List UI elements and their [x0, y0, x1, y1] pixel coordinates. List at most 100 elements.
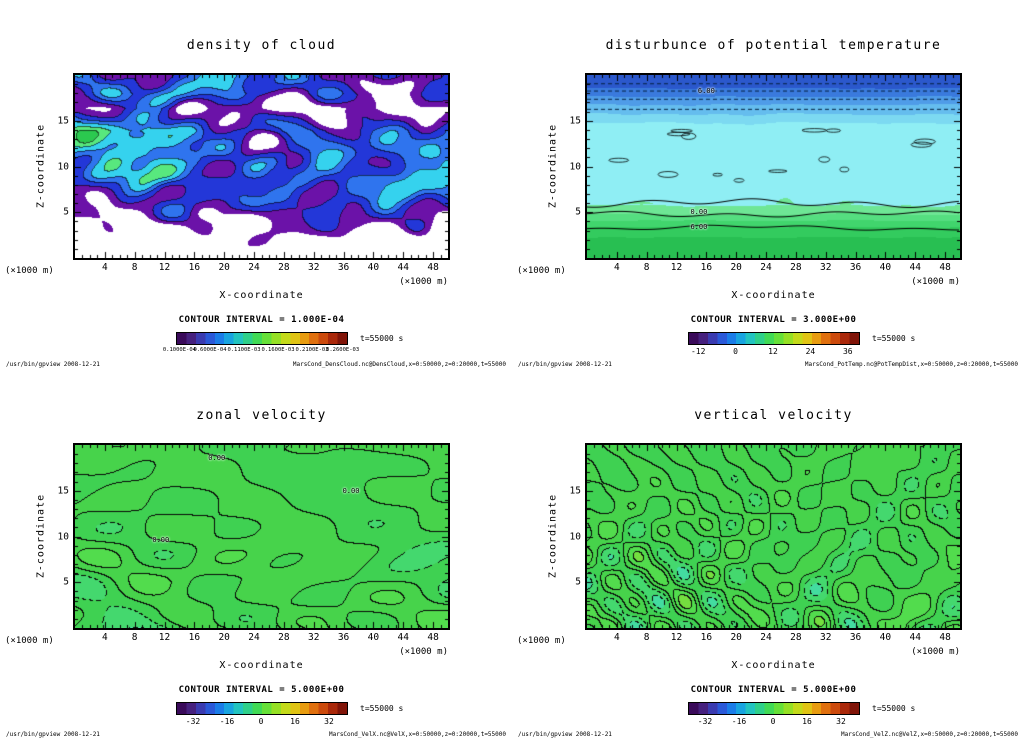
x-tick-label: 32: [819, 632, 832, 643]
x-tick-label: 16: [700, 632, 713, 643]
x-tick-label: 44: [397, 632, 409, 643]
plot-area: [73, 443, 450, 630]
x-tick-label: 24: [248, 262, 260, 273]
colorbar: [688, 332, 860, 345]
time-label: t=55000 s: [360, 334, 404, 343]
x-tick-label: 20: [730, 262, 742, 273]
colorbar-tick-label: -16: [731, 717, 747, 726]
x-axis-label: X-coordinate: [731, 290, 816, 301]
contour-field-canvas: [75, 445, 448, 628]
contour-value-label: 6.00: [697, 87, 715, 96]
y-axis-label: Z-coordinate: [35, 123, 47, 209]
x-tick-label: 44: [909, 632, 921, 643]
x-tick-label: 36: [337, 262, 350, 273]
x-tick-label: 32: [307, 262, 320, 273]
contour-value-label: 0.00: [690, 208, 708, 217]
y-tick-label: 15: [57, 115, 69, 127]
time-label: t=55000 s: [872, 334, 916, 343]
x-tick-label: 8: [131, 632, 138, 643]
x-tick-label: 44: [909, 262, 921, 273]
colorbar-tick-label: 32: [324, 717, 334, 726]
x-tick-label: 40: [879, 632, 892, 643]
contour-field-canvas: [75, 75, 448, 258]
dataset-footer: MarsCond_VelX.nc@VelX,x=0:50000,z=0:2000…: [328, 731, 506, 738]
x-tick-label: 4: [101, 262, 108, 273]
y-axis-label: Z-coordinate: [35, 493, 47, 579]
command-footer: /usr/bin/gpview 2008-12-21: [6, 731, 100, 738]
y-tick-label: 5: [63, 206, 69, 218]
chart-title: zonal velocity: [196, 408, 327, 423]
x-tick-label: 48: [427, 262, 439, 273]
chart-title: vertical velocity: [694, 408, 853, 423]
colorbar-tick-label: -32: [697, 717, 713, 726]
contour-value-label: 0.00: [208, 453, 226, 462]
y-axis-unit-label: (×1000 m): [5, 636, 54, 646]
x-axis-label: X-coordinate: [219, 290, 304, 301]
y-tick-label: 5: [575, 576, 581, 588]
colorbar-tick-label: 32: [836, 717, 846, 726]
x-tick-label: 8: [131, 262, 138, 273]
x-axis-unit-label: (×1000 m): [911, 647, 960, 657]
colorbar-tick-label: 16: [290, 717, 300, 726]
plot-area: [73, 73, 450, 260]
command-footer: /usr/bin/gpview 2008-12-21: [6, 361, 100, 368]
colorbar: [688, 702, 860, 715]
y-tick-label: 10: [569, 531, 581, 542]
colorbar-tick-label: 24: [805, 347, 816, 356]
colorbar: [176, 332, 348, 345]
x-tick-label: 40: [367, 632, 380, 643]
chart-title: density of cloud: [186, 38, 337, 53]
colorbar-tick-label: 0.6000E-04: [193, 347, 227, 353]
contour-value-label: 6.00: [690, 222, 708, 231]
x-tick-label: 16: [700, 262, 713, 273]
x-tick-label: 40: [879, 262, 892, 273]
contour-value-label: 0.00: [342, 486, 360, 495]
plot-area: [585, 443, 962, 630]
x-axis-label: X-coordinate: [731, 660, 816, 671]
x-tick-label: 28: [278, 632, 290, 643]
colorbar-tick-label: -12: [690, 347, 706, 356]
contour-value-label: 0.00: [152, 536, 170, 545]
x-tick-label: 16: [188, 632, 201, 643]
x-tick-label: 36: [849, 632, 862, 643]
x-tick-label: 12: [158, 262, 171, 273]
colorbar-tick-label: 16: [802, 717, 812, 726]
x-tick-label: 20: [218, 632, 230, 643]
x-tick-label: 8: [643, 262, 650, 273]
x-tick-label: 28: [790, 632, 802, 643]
x-tick-label: 4: [613, 262, 620, 273]
x-tick-label: 20: [218, 262, 230, 273]
y-axis-unit-label: (×1000 m): [517, 636, 566, 646]
x-tick-label: 12: [670, 632, 683, 643]
x-axis-unit-label: (×1000 m): [399, 647, 448, 657]
x-tick-label: 44: [397, 262, 409, 273]
x-tick-label: 28: [278, 262, 290, 273]
x-axis-label: X-coordinate: [219, 660, 304, 671]
plot-area: [585, 73, 962, 260]
x-tick-label: 20: [730, 632, 742, 643]
colorbar-tick-label: 0.1100E-03: [227, 347, 261, 353]
contour-interval-label: CONTOUR INTERVAL = 3.000E+00: [690, 315, 857, 325]
y-axis-label: Z-coordinate: [547, 493, 559, 579]
contour-field-canvas: [587, 75, 960, 258]
colorbar-tick-label: 0: [733, 347, 739, 356]
y-axis-label: Z-coordinate: [547, 123, 559, 209]
x-tick-label: 24: [760, 262, 772, 273]
x-tick-label: 32: [307, 632, 320, 643]
contour-field-canvas: [587, 445, 960, 628]
x-tick-label: 24: [760, 632, 772, 643]
x-axis-unit-label: (×1000 m): [911, 277, 960, 287]
y-tick-label: 10: [57, 161, 69, 172]
x-tick-label: 40: [367, 262, 380, 273]
y-tick-label: 5: [575, 206, 581, 218]
dataset-footer: MarsCond_PotTemp.nc@PotTempDist,x=0:5000…: [804, 361, 1018, 368]
x-tick-label: 12: [158, 632, 171, 643]
x-axis-unit-label: (×1000 m): [399, 277, 448, 287]
colorbar-tick-label: 0.1600E-03: [261, 347, 295, 353]
y-axis-unit-label: (×1000 m): [5, 266, 54, 276]
colorbar-tick-label: -16: [219, 717, 235, 726]
x-tick-label: 4: [101, 632, 108, 643]
colorbar-tick-label: 0.2100E-03: [295, 347, 329, 353]
command-footer: /usr/bin/gpview 2008-12-21: [518, 361, 612, 368]
